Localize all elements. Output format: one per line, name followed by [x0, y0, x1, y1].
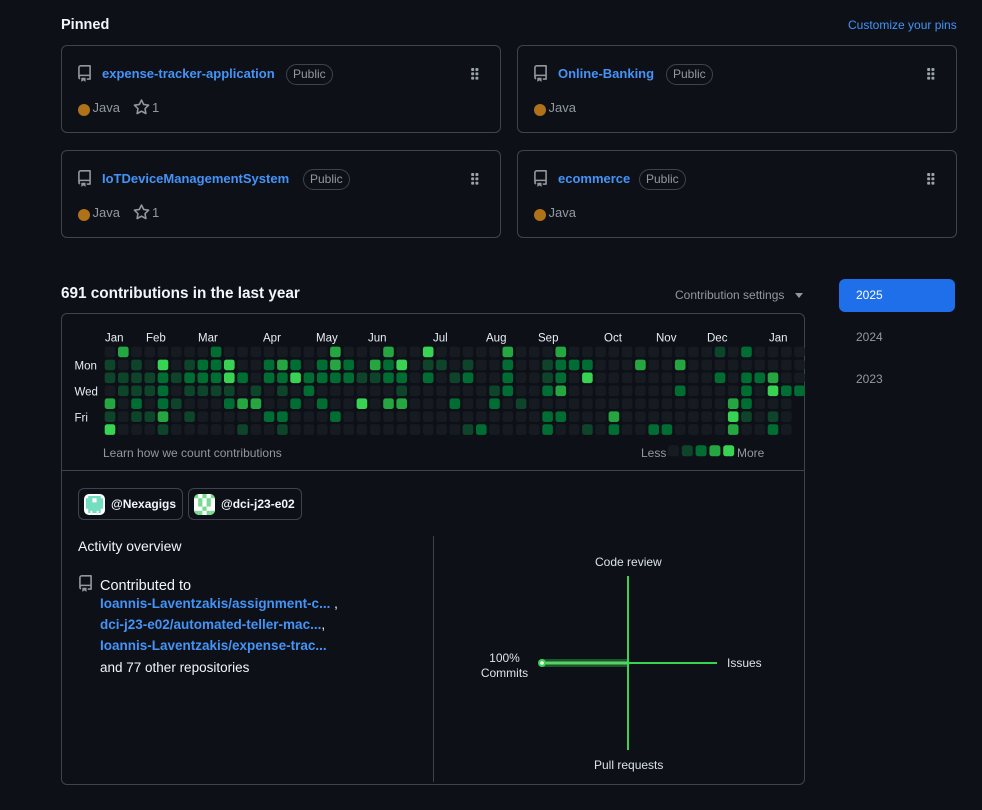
svg-text:Aug: Aug: [486, 333, 506, 345]
svg-text:May: May: [316, 333, 338, 345]
svg-text:Jul: Jul: [433, 333, 448, 345]
svg-text:Apr: Apr: [263, 333, 281, 345]
svg-text:Sep: Sep: [538, 333, 558, 345]
svg-text:Jan: Jan: [105, 333, 124, 345]
svg-text:Wed: Wed: [75, 386, 98, 398]
svg-text:Jun: Jun: [368, 333, 387, 345]
svg-text:Jan: Jan: [769, 333, 788, 345]
svg-text:Oct: Oct: [604, 333, 623, 345]
svg-text:Mon: Mon: [75, 361, 97, 373]
svg-text:Fri: Fri: [75, 412, 88, 424]
svg-text:Feb: Feb: [146, 333, 166, 345]
svg-text:Nov: Nov: [656, 333, 677, 345]
svg-text:Dec: Dec: [707, 333, 728, 345]
svg-text:Mar: Mar: [198, 333, 218, 345]
